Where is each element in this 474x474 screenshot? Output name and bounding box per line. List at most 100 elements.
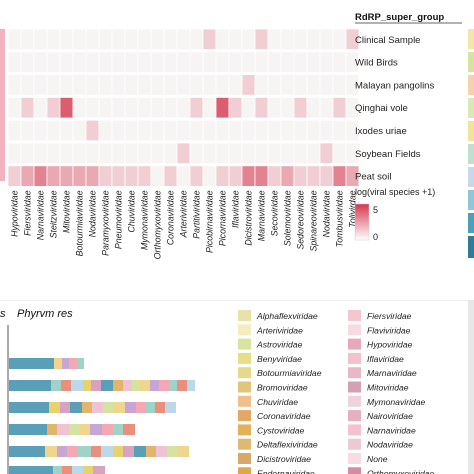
heatmap-cell [20, 28, 35, 51]
heatmap-chart: Clinical Sample Wild Birds Malayan pangoli… [0, 12, 474, 259]
heatmap-cell [345, 97, 360, 119]
column-label: Secoviridae [270, 190, 280, 236]
heatmap-cell [332, 119, 347, 142]
heatmap-cell [202, 28, 217, 51]
bar-segment [62, 466, 72, 474]
row-label: Malayan pangolins [355, 80, 434, 91]
bar-segment [9, 424, 47, 435]
row-label: Qinghai vole [355, 103, 408, 114]
heatmap-cell [332, 74, 347, 96]
bar-segment [169, 380, 177, 391]
bar-segment [72, 466, 83, 474]
column-label: Dicistroviridae [244, 190, 254, 245]
column-label: Nodaviridae [88, 190, 98, 237]
left-panel-title: s [0, 308, 6, 320]
heatmap-cell [124, 142, 139, 165]
heatmap-cell [202, 74, 217, 96]
heatmap-cell [46, 51, 61, 73]
heatmap-cell [98, 28, 113, 51]
heatmap-cell [111, 165, 126, 187]
legend-label: Chuviridae [257, 397, 298, 407]
row-labels: Clinical Sample Wild Birds Malayan pangoli… [355, 35, 434, 183]
legend-swatch [348, 453, 361, 464]
legend-label: Dicistroviridae [257, 454, 311, 464]
heatmap-cell [319, 142, 334, 165]
heatmap-cell [150, 165, 165, 187]
column-label: Arteriviridae [179, 190, 189, 238]
legend-swatch [238, 424, 251, 436]
bar-segment [132, 380, 140, 391]
heatmap-cell [59, 74, 74, 96]
heatmap-cell [345, 28, 360, 51]
heatmap-cell [228, 74, 243, 96]
heatmap-cell [254, 28, 269, 51]
legend-label: Marnaviridae [367, 368, 417, 378]
column-label: Partitiviridae [192, 190, 202, 239]
heatmap-cell [111, 119, 126, 142]
heatmap-cell [215, 119, 230, 142]
legend-swatch [238, 381, 251, 393]
stacked-bars [9, 358, 195, 474]
heatmap-cell [150, 51, 165, 73]
heatmap-cell [176, 51, 191, 73]
heatmap-cell [345, 51, 360, 73]
legend-swatch [238, 324, 251, 336]
heatmap-cell [319, 165, 334, 187]
legend-label: Deltaflexiviridae [257, 440, 318, 450]
heatmap-cell [163, 74, 178, 96]
legend-swatch [348, 367, 361, 379]
heatmap-cell [20, 142, 35, 165]
column-label: Nodaviridae [322, 190, 332, 237]
heatmap-cell [137, 119, 152, 142]
heatmap-cell [319, 51, 334, 73]
heatmap-cell [176, 142, 191, 165]
heatmap-cell [280, 165, 295, 187]
heatmap-cell [98, 119, 113, 142]
heatmap-cell [254, 142, 269, 165]
bar-segment [177, 380, 187, 391]
legend-label: Alphaflexviridae [256, 311, 318, 321]
colorbar-tick-max: 5 [373, 205, 378, 215]
column-label: Mitoviridae [62, 190, 72, 233]
heatmap-cell [306, 28, 321, 51]
column-label: Solemoviridae [283, 190, 293, 246]
heatmap-cell [215, 74, 230, 96]
legend-label: Bromoviridae [257, 383, 308, 393]
heatmap-cell [228, 51, 243, 73]
heatmap-cell [72, 74, 87, 96]
family-legend: Alphaflexviridae Arteriviridae Astrovirida… [238, 310, 435, 474]
heatmap-cell [293, 165, 308, 187]
heatmap-cell [215, 165, 230, 187]
bar-segment [101, 446, 113, 457]
rdrp-super-group-header: RdRP_super_group [355, 12, 444, 23]
bar-segment [134, 446, 146, 457]
bar-segment [91, 380, 101, 391]
heatmap-cell [228, 28, 243, 51]
legend-swatch [238, 352, 251, 364]
heatmap-cell [267, 165, 282, 187]
heatmap-cell [280, 28, 295, 51]
heatmap-cell [189, 142, 204, 165]
bar-segment [146, 446, 156, 457]
legend-swatch [238, 438, 251, 450]
heatmap-cell [306, 74, 321, 96]
heatmap-cell [7, 97, 22, 119]
heatmap-cell [150, 28, 165, 51]
heatmap-cell [241, 28, 256, 51]
legend-swatch [348, 352, 361, 364]
heatmap-cell [163, 119, 178, 142]
column-label: Fiersviridae [23, 190, 33, 236]
legend-label: Mymonaviridae [367, 397, 425, 407]
heatmap-cell [72, 165, 87, 187]
bar-segment [113, 402, 125, 413]
left-dendro-strip [0, 29, 5, 181]
bar-segment [77, 358, 84, 369]
legend-swatch [348, 324, 361, 336]
heatmap-cell [202, 119, 217, 142]
legend-swatch [348, 424, 361, 436]
heatmap-cell [7, 51, 22, 73]
bar-segment [155, 402, 165, 413]
bar-segment [9, 380, 51, 391]
bar-segment [125, 402, 136, 413]
heatmap-cell [332, 28, 347, 51]
